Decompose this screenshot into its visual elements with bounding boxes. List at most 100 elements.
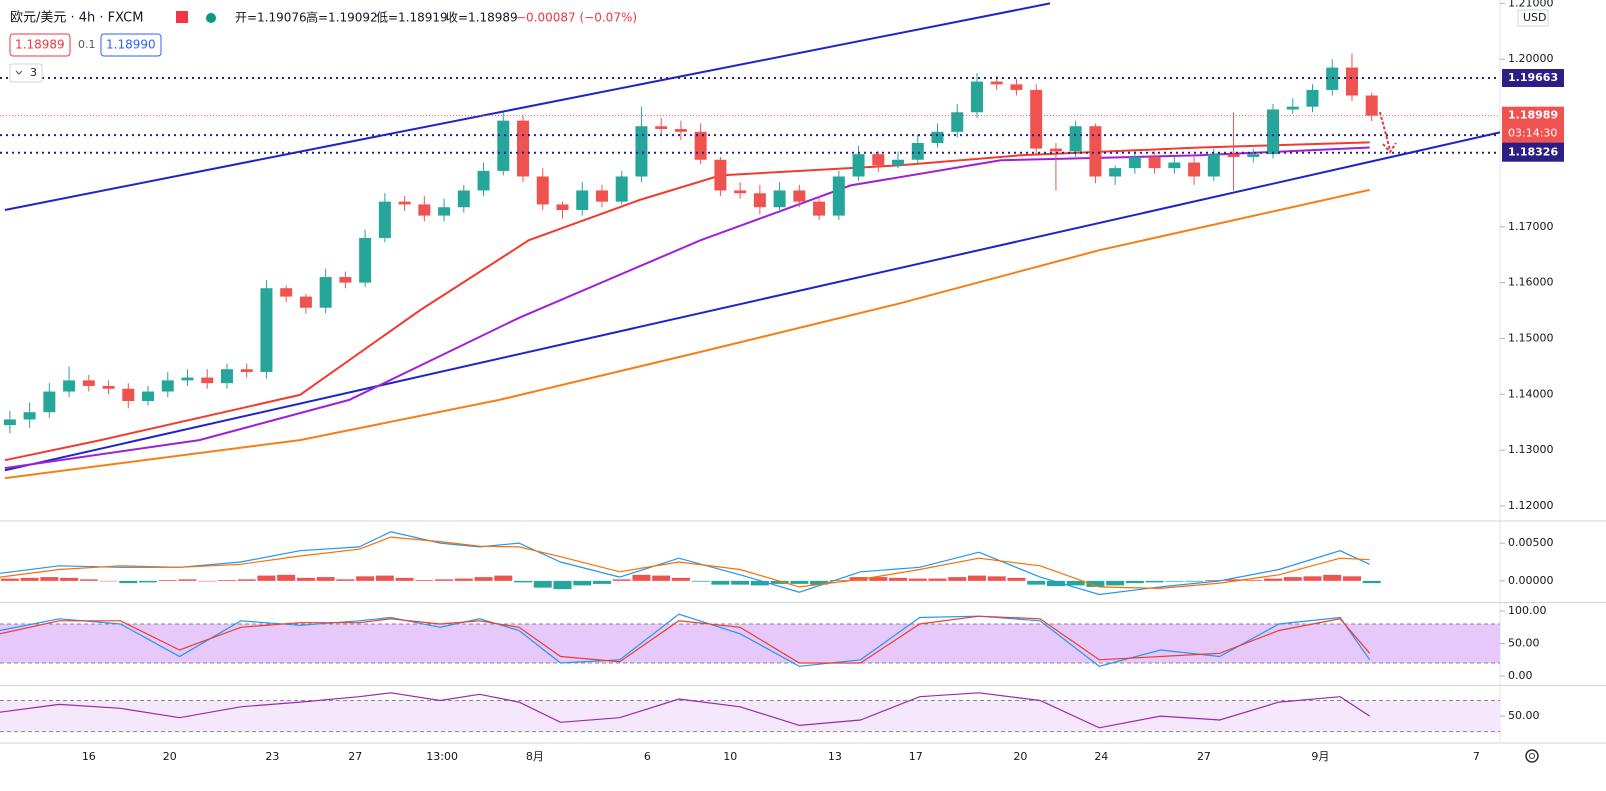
histogram-bar (474, 577, 493, 581)
candle-body (240, 369, 253, 372)
candle-body (339, 277, 352, 283)
y-tick-label: 0.00500 (1508, 536, 1554, 549)
pane (0, 613, 1500, 667)
candle-body (299, 296, 312, 308)
candle-body (1069, 126, 1082, 152)
candle-body (260, 288, 273, 372)
histogram-bar (1303, 576, 1322, 581)
gear[interactable] (1525, 749, 1539, 763)
candle-body (674, 129, 687, 132)
pane (0, 692, 1500, 733)
flag-icon[interactable] (176, 11, 188, 23)
sell-box[interactable] (9, 33, 71, 57)
x-tick-label: 9月 (1311, 750, 1329, 763)
pane (0, 2, 1500, 480)
level-label: 1.18326 (1508, 146, 1558, 159)
x-tick-label: 13 (828, 750, 842, 763)
candle-body (457, 190, 470, 208)
candle-body (43, 391, 56, 413)
x-tick-label: 10 (723, 750, 737, 763)
candle-body (1188, 162, 1201, 177)
gear-hub[interactable] (1529, 753, 1535, 759)
legend: 欧元/美元 · 4h · FXCM 开=1.19076 高=1.19092 低=… (9, 9, 1549, 83)
histogram-bar (1106, 580, 1125, 586)
histogram-bar (1204, 580, 1223, 581)
histogram-bar (514, 580, 533, 583)
histogram-bar (750, 580, 769, 586)
histogram-bar (671, 577, 690, 581)
indicator-count[interactable]: 3 (30, 66, 37, 79)
histogram-bar (948, 577, 967, 581)
level-label: 1.19663 (1508, 71, 1558, 84)
x-tick-label: 20 (163, 750, 177, 763)
indicator-line (0, 613, 1371, 667)
open-value: 开=1.19076 (235, 11, 307, 25)
y-tick-label: 1.15000 (1508, 331, 1554, 344)
symbol[interactable]: 欧元/美元 · 4h · FXCM (10, 11, 143, 26)
candle-body (872, 154, 885, 166)
histogram-bar (356, 576, 375, 581)
candle-body (595, 190, 608, 202)
candle-body (438, 207, 451, 216)
band (0, 624, 1500, 664)
status-dot (206, 13, 216, 23)
y-tick-label: 1.20000 (1508, 52, 1554, 65)
candle-body (852, 154, 865, 177)
histogram-bar (829, 580, 848, 581)
candle-body (142, 391, 155, 402)
y-tick-label: 100.00 (1508, 604, 1547, 617)
histogram-bar (1244, 580, 1263, 581)
candle-body (378, 201, 391, 238)
x-tick-label: 27 (1197, 750, 1211, 763)
histogram-bar (1224, 579, 1243, 581)
histogram-bar (435, 579, 454, 581)
candle-body (576, 190, 589, 211)
candle-body (122, 388, 135, 402)
indicator-line (4, 2, 1051, 211)
high-value: 高=1.19092 (306, 10, 378, 25)
candle-body (714, 159, 727, 191)
candle-body (635, 126, 648, 177)
settings-icon[interactable] (1525, 749, 1539, 763)
buy-box[interactable] (100, 33, 162, 57)
bid[interactable]: 1.18989 (15, 38, 65, 52)
candle-body (1306, 89, 1319, 107)
y-tick-label: 0.00 (1508, 669, 1533, 682)
histogram-bar (987, 576, 1006, 581)
histogram-bar (0, 578, 19, 581)
histogram-bar (533, 580, 552, 588)
histogram-bar (790, 580, 809, 584)
y-tick-label: 1.16000 (1508, 276, 1554, 289)
level-tag (1502, 69, 1564, 88)
candle-body (1010, 84, 1023, 90)
candle-body (82, 380, 95, 386)
candle-body (497, 120, 510, 171)
band (0, 700, 1500, 732)
histogram-bar (573, 580, 592, 586)
histogram-bar (967, 575, 986, 581)
candle-body (793, 190, 806, 202)
y-tick-label: 0.00000 (1508, 574, 1554, 587)
histogram-bar (908, 578, 927, 581)
histogram-bar (415, 580, 434, 581)
indicator-line (0, 615, 1371, 664)
candle-body (931, 131, 944, 143)
histogram-bar (612, 579, 631, 581)
currency-box[interactable] (1517, 9, 1549, 27)
candle-body (734, 190, 747, 194)
indicator-toggle[interactable] (9, 63, 43, 83)
low-value: 低=1.18919 (376, 11, 448, 25)
histogram-bar (198, 580, 217, 582)
candle-body (1345, 67, 1358, 96)
candle-body (161, 380, 174, 392)
candle-body (753, 193, 766, 208)
ask[interactable]: 1.18990 (106, 38, 156, 52)
histogram-bar (1185, 580, 1204, 582)
candle-body (102, 385, 115, 389)
candle-body (813, 201, 826, 216)
currency[interactable]: USD (1523, 11, 1547, 24)
x-tick-label: 24 (1094, 750, 1108, 763)
x-tick-label: 17 (909, 750, 923, 763)
histogram-bar (336, 579, 355, 581)
